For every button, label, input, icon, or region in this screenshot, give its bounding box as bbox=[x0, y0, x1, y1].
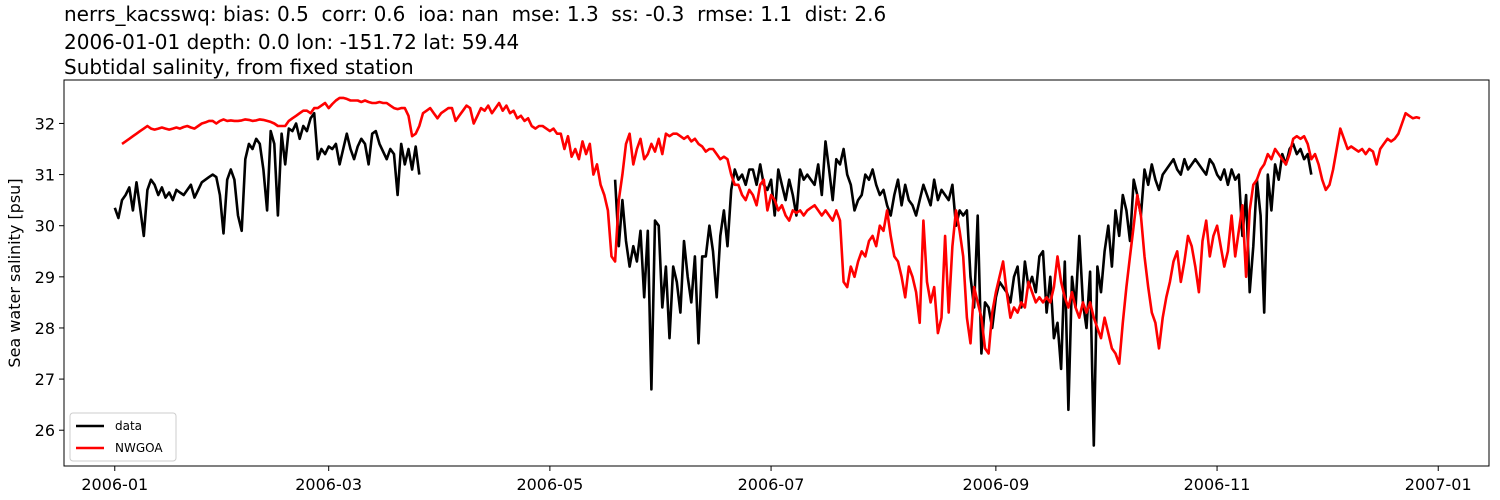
chart-title-line-1: nerrs_kacsswq: bias: 0.5 corr: 0.6 ioa: … bbox=[64, 2, 887, 26]
legend-label-nwgoa: NWGOA bbox=[115, 441, 163, 455]
y-tick-label-4: 30 bbox=[35, 217, 55, 236]
series-line-data-segment-2 bbox=[613, 140, 1313, 447]
y-axis-label: Sea water salinity [psu] bbox=[5, 178, 24, 367]
x-tick-label-6: 2007-01 bbox=[1405, 475, 1472, 494]
x-tick-label-3: 2006-07 bbox=[738, 475, 805, 494]
x-tick-label-0: 2006-01 bbox=[81, 475, 148, 494]
x-tick-label-5: 2006-11 bbox=[1184, 475, 1251, 494]
series-line-data-segment-1 bbox=[113, 111, 421, 238]
y-tick-label-1: 27 bbox=[35, 370, 55, 389]
chart-title-line-2: 2006-01-01 depth: 0.0 lon: -151.72 lat: … bbox=[64, 30, 520, 54]
x-tick-label-1: 2006-03 bbox=[295, 475, 362, 494]
x-tick-label-4: 2006-09 bbox=[962, 475, 1029, 494]
series-line-nwgoa-segment-1 bbox=[121, 96, 1421, 366]
plot-frame bbox=[63, 79, 1490, 467]
y-tick-label-3: 29 bbox=[35, 268, 55, 287]
legend: data NWGOA bbox=[69, 412, 177, 462]
x-tick-label-2: 2006-05 bbox=[516, 475, 583, 494]
y-tick-label-5: 31 bbox=[35, 166, 55, 185]
y-tick-label-6: 32 bbox=[35, 114, 55, 133]
y-tick-label-0: 26 bbox=[35, 421, 55, 440]
legend-label-data: data bbox=[115, 419, 142, 433]
y-tick-label-2: 28 bbox=[35, 319, 55, 338]
chart-title-line-3: Subtidal salinity, from fixed station bbox=[64, 55, 414, 79]
